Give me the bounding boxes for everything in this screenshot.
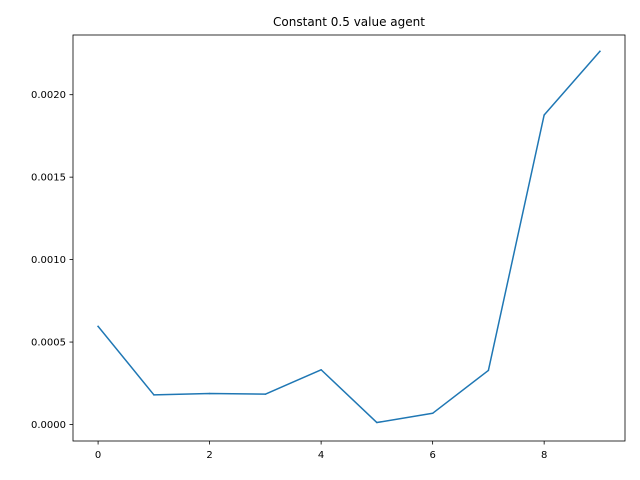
- data-point: [376, 421, 378, 424]
- y-tick-label: 0.0015: [31, 173, 66, 184]
- data-point: [264, 393, 267, 395]
- series-line: [97, 50, 601, 424]
- data-point: [320, 369, 322, 371]
- x-tick-label: 2: [206, 450, 212, 461]
- y-tick-label: 0.0005: [31, 338, 66, 349]
- data-point: [431, 412, 434, 415]
- data-point: [599, 50, 601, 53]
- y-tick-label: 0.0000: [31, 420, 66, 431]
- chart-title: Constant 0.5 value agent: [273, 15, 425, 29]
- data-point: [153, 394, 155, 396]
- data-point: [487, 369, 490, 372]
- x-tick-label: 8: [541, 450, 547, 461]
- data-point: [208, 392, 211, 395]
- data-point: [97, 325, 99, 328]
- data-point: [543, 114, 545, 116]
- x-tick-label: 6: [429, 450, 435, 461]
- y-tick-label: 0.0010: [31, 255, 66, 266]
- axes-frame: [72, 34, 626, 442]
- x-tick-label: 0: [95, 450, 101, 461]
- plot-area: 0 2 4 6 8 0.0000 0.0005 0.0010 0.0015 0.0020: [31, 34, 626, 461]
- x-tick-label: 4: [318, 450, 324, 461]
- y-tick-label: 0.0020: [31, 90, 66, 101]
